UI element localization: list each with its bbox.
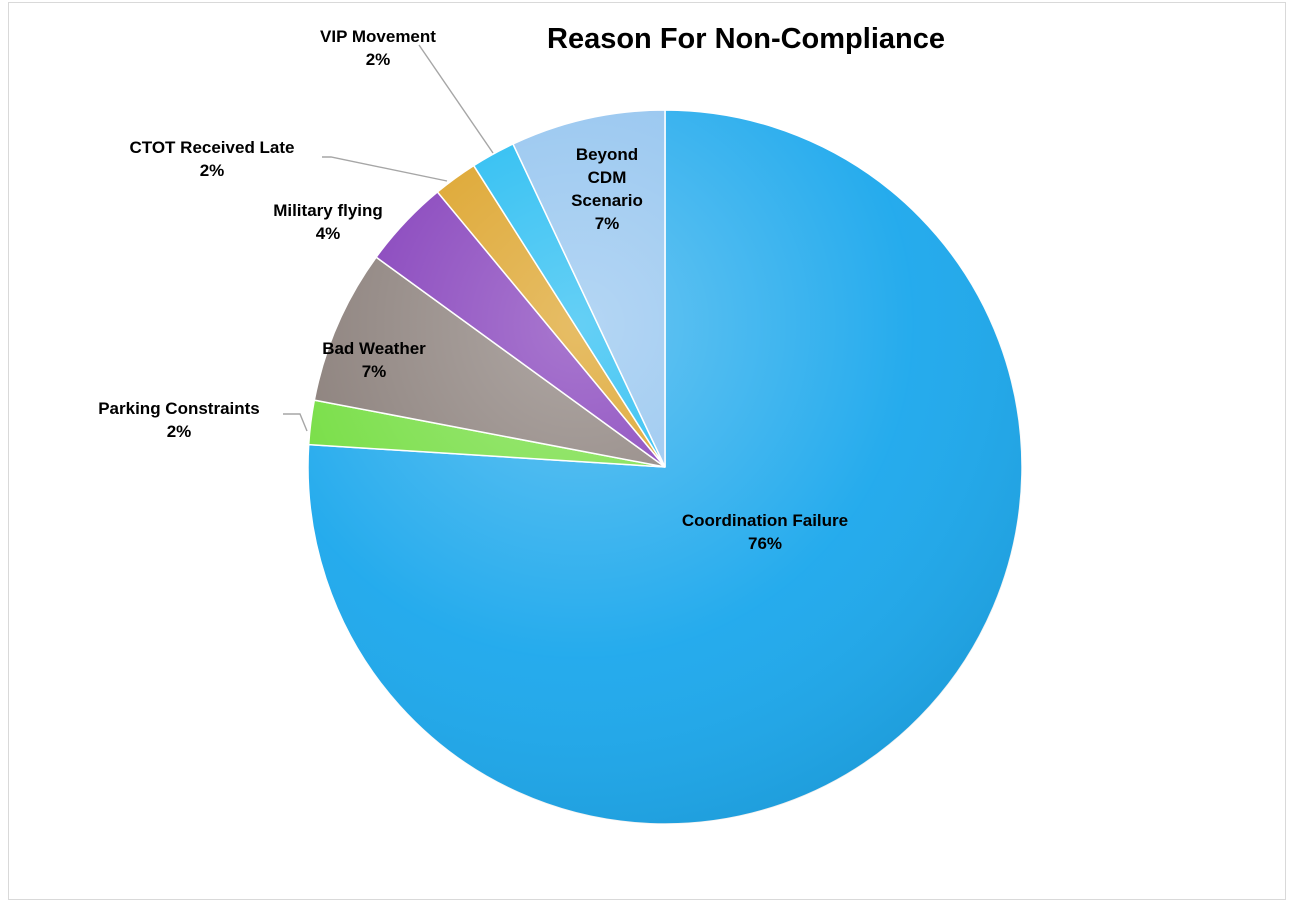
pie-chart: Reason For Non-Compliance Coordination F…	[98, 23, 1023, 825]
slice-label-military-flying: Military flying 4%	[273, 201, 383, 243]
slice-label-beyond-cdm-scenario: Beyond CDM Scenario 7%	[571, 145, 643, 233]
chart-title: Reason For Non-Compliance	[547, 23, 945, 55]
slices-layer	[307, 109, 1023, 825]
chart-frame: Reason For Non-Compliance Coordination F…	[8, 2, 1286, 900]
slice-label-vip-movement: VIP Movement 2%	[320, 27, 436, 69]
leader-line	[283, 413, 308, 432]
slice-label-parking-constraints: Parking Constraints 2%	[98, 399, 260, 441]
slice-label-coordination-failure: Coordination Failure 76%	[682, 511, 848, 553]
slice-label-ctot-received-late: CTOT Received Late 2%	[129, 138, 294, 180]
leader-line	[322, 156, 448, 182]
slice-label-bad-weather: Bad Weather 7%	[322, 339, 426, 381]
slice-labels: Coordination Failure 76% Parking Constrain…	[98, 27, 848, 553]
leader-lines	[283, 44, 494, 432]
leader-line	[418, 44, 494, 154]
